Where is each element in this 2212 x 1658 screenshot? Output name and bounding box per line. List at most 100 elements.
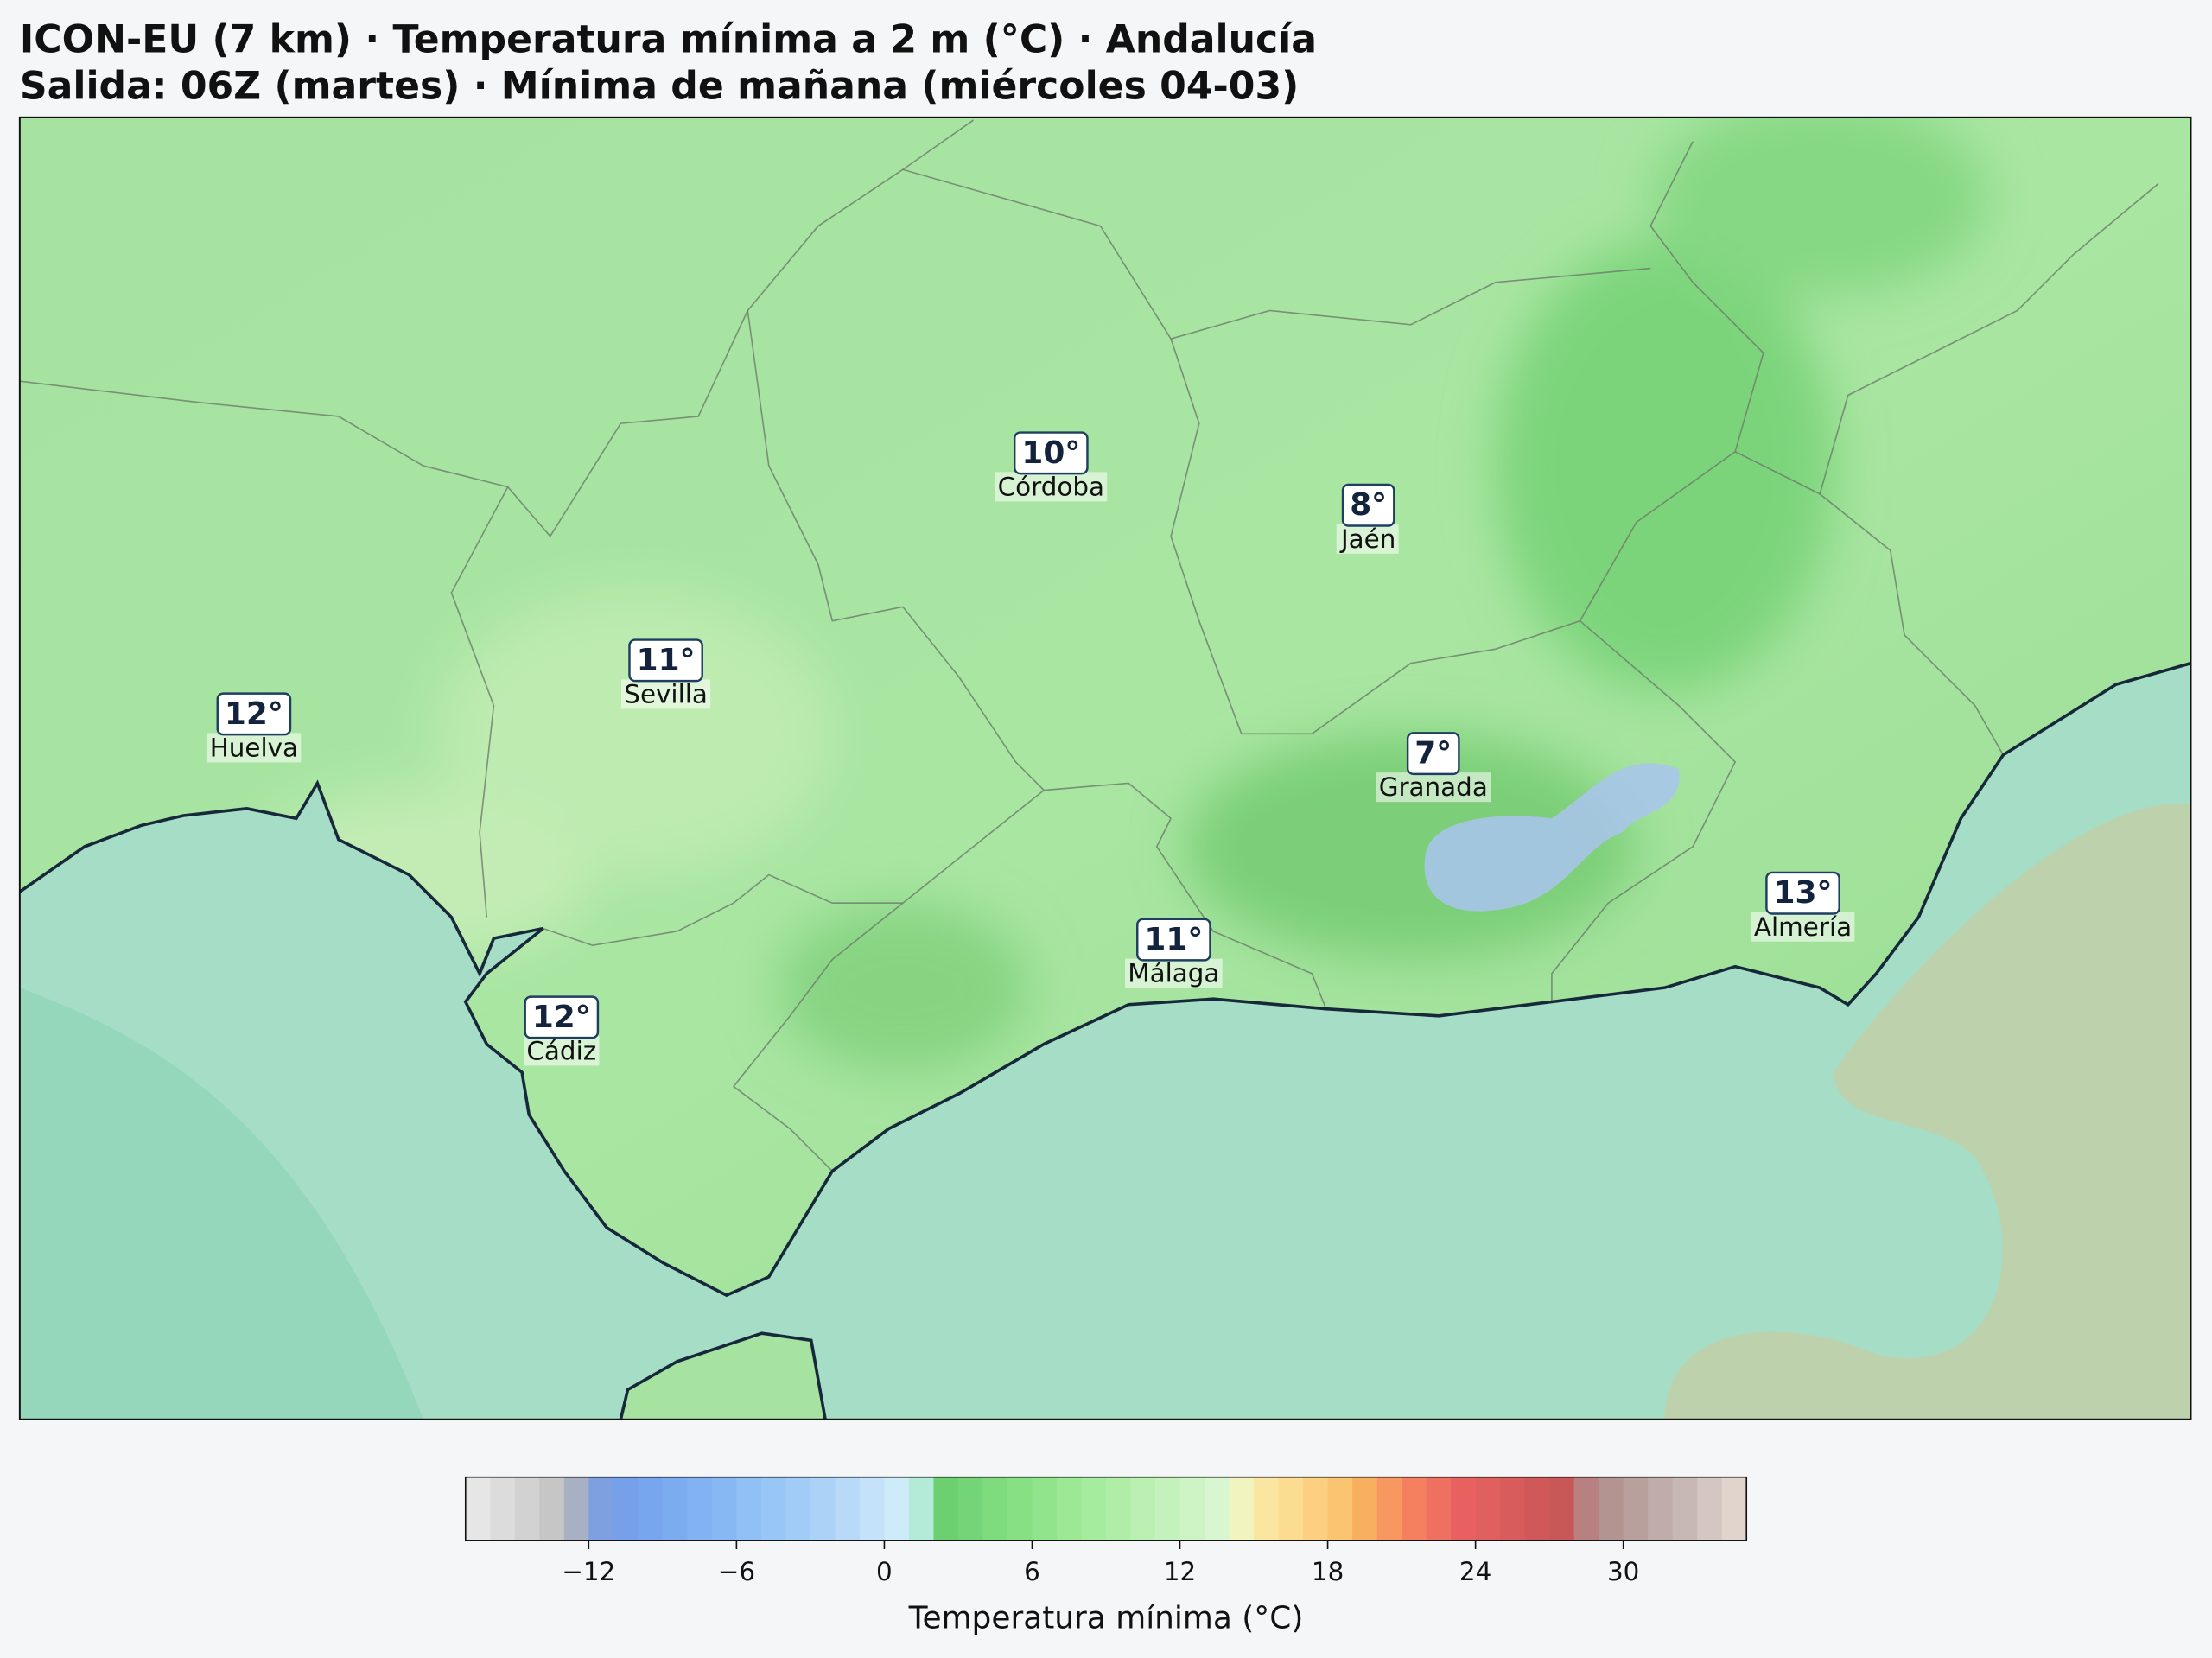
city-name-bg — [207, 733, 302, 763]
city-name: Málaga — [1128, 959, 1219, 988]
city-temp-box — [628, 638, 703, 683]
city-temp-box — [1136, 918, 1211, 962]
city-name: Sevilla — [624, 679, 708, 708]
colorbar-segment — [1106, 1477, 1132, 1541]
colorbar-segment — [1721, 1477, 1748, 1541]
colorbar-segment — [1426, 1477, 1452, 1541]
colorbar-segment — [1402, 1477, 1427, 1541]
colorbar-segment — [1697, 1477, 1723, 1541]
title: ICON-EU (7 km) · Temperatura mínima a 2 … — [20, 18, 1317, 62]
colorbar-segment — [1130, 1477, 1156, 1541]
colorbar-segment — [736, 1477, 762, 1541]
map — [19, 117, 2191, 1420]
colorbar-tick-label: 6 — [1024, 1557, 1040, 1586]
colorbar-segment — [1475, 1477, 1501, 1541]
city-temp-box — [1013, 431, 1089, 475]
colorbar-segment — [1327, 1477, 1353, 1541]
sea — [19, 663, 2191, 1420]
colorbar-segment — [1599, 1477, 1624, 1541]
colorbar-segment — [1056, 1477, 1083, 1541]
cold-area — [1424, 763, 1680, 912]
colorbar-segment — [760, 1477, 787, 1541]
colorbar-segment — [465, 1477, 492, 1541]
colorbar-tick-label: 18 — [1312, 1557, 1344, 1586]
city-temp: 12° — [225, 696, 283, 732]
city-name-bg — [1751, 912, 1855, 942]
colorbar-segment — [1278, 1477, 1304, 1541]
city-temp: 11° — [1144, 922, 1203, 957]
city-name: Almería — [1754, 912, 1852, 942]
colorbar-segment — [1205, 1477, 1230, 1541]
province-borders — [19, 119, 2159, 1172]
city-name: Granada — [1379, 772, 1488, 802]
colorbar-segment — [1081, 1477, 1107, 1541]
colorbar-tick-label: −12 — [562, 1557, 615, 1586]
colorbar-segment — [1007, 1477, 1033, 1541]
colorbar-segment — [982, 1477, 1008, 1541]
colorbar-tick-label: 24 — [1459, 1557, 1491, 1586]
city-labels: Huelva12°Sevilla11°Córdoba10°Jaén8°Grana… — [207, 431, 1855, 1066]
colorbar-segment — [933, 1477, 959, 1541]
colorbar-segment — [1549, 1477, 1575, 1541]
map-frame — [18, 116, 2192, 1420]
city-name: Jaén — [1339, 524, 1395, 554]
colorbar-segment — [1648, 1477, 1674, 1541]
africa-shading — [1664, 804, 2191, 1420]
colorbar-segment — [1155, 1477, 1181, 1541]
colorbar: −12 −6 0 6 12 18 24 30 Temperatura mínima (°C) — [464, 1476, 1748, 1636]
colorbar-segment — [1352, 1477, 1378, 1541]
colorbar-segment — [1573, 1477, 1599, 1541]
city-temp: 10° — [1021, 435, 1080, 471]
colorbar-label: Temperatura mínima (°C) — [908, 1600, 1304, 1636]
colorbar-segment — [957, 1477, 984, 1541]
colorbar-segment — [1500, 1477, 1526, 1541]
colorbar-segment — [1229, 1477, 1255, 1541]
colorbar-segment — [1524, 1477, 1550, 1541]
subtitle: Salida: 06Z (martes) · Mínima de mañana … — [20, 65, 1299, 109]
city-name-bg — [621, 679, 711, 709]
colorbar-segment — [588, 1477, 614, 1541]
colorbar-segment — [638, 1477, 664, 1541]
city-name: Córdoba — [998, 472, 1104, 501]
city-temp: 7° — [1414, 736, 1452, 772]
colorbar-segment — [1032, 1477, 1058, 1541]
colorbar-tick-label: 12 — [1164, 1557, 1196, 1586]
colorbar-segment — [514, 1477, 541, 1541]
colorbar-segment — [908, 1477, 935, 1541]
city-name-bg — [1125, 958, 1223, 988]
city-temp-box — [1765, 871, 1840, 915]
colorbar-segment — [1672, 1477, 1699, 1541]
colorbar-segment — [687, 1477, 713, 1541]
colorbar-segment — [1623, 1477, 1649, 1541]
sea-shading — [19, 988, 423, 1420]
colorbar-tick-label: 30 — [1607, 1557, 1639, 1586]
city-name-bg — [995, 472, 1108, 502]
city-temp-box — [216, 692, 292, 736]
city-name-bg — [1336, 524, 1399, 554]
colorbar-segment — [711, 1477, 738, 1541]
colorbar-segment — [1254, 1477, 1280, 1541]
coastline — [19, 661, 2191, 1298]
city-name: Huelva — [210, 733, 298, 762]
colorbar-segment — [613, 1477, 639, 1541]
city-temp-box — [1406, 732, 1460, 776]
africa-land — [620, 1333, 826, 1420]
city-name-bg — [1376, 772, 1491, 803]
city-temp: 8° — [1350, 487, 1387, 523]
terrain-shading — [253, 117, 1989, 1073]
colorbar-tick-label: −6 — [718, 1557, 755, 1586]
colorbar-segment — [1376, 1477, 1402, 1541]
colorbar-segment — [539, 1477, 565, 1541]
colorbar-segment — [1451, 1477, 1477, 1541]
colorbar-segment — [810, 1477, 836, 1541]
city-temp-box — [524, 995, 600, 1039]
